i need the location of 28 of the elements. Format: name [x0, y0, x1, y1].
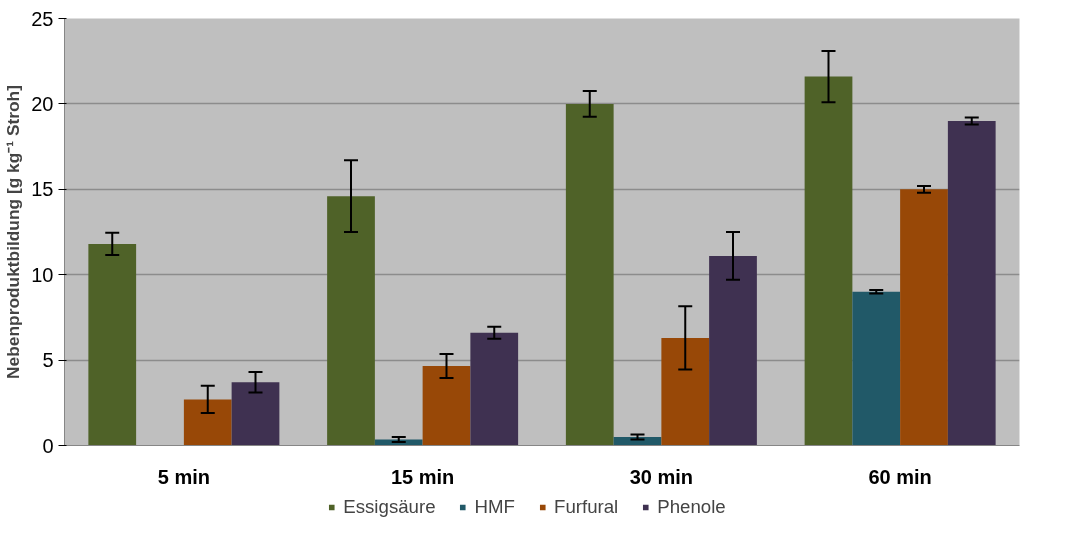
- y-axis-title: Nebenproduktbildung [g kg⁻¹ Stroh]: [3, 85, 24, 379]
- bar: [900, 189, 948, 446]
- legend-label: Essigsäure: [343, 496, 436, 518]
- legend-label: HMF: [474, 496, 515, 518]
- legend-label: Furfural: [553, 496, 619, 518]
- bar: [565, 103, 614, 446]
- y-tick-label: 25: [31, 7, 54, 30]
- x-tick-label: 15 min: [390, 465, 455, 488]
- bar: [88, 243, 137, 446]
- bar: [183, 399, 232, 446]
- bar: [852, 291, 901, 446]
- x-tick-label: 5 min: [157, 465, 211, 488]
- y-tick-label: 15: [31, 178, 54, 201]
- bar: [422, 366, 471, 446]
- bar: [327, 196, 375, 446]
- x-tick-label: 30 min: [629, 465, 694, 488]
- bar: [804, 76, 853, 446]
- y-tick-label: 20: [31, 92, 54, 115]
- bar: [231, 382, 280, 446]
- y-tick-label: 5: [42, 349, 54, 372]
- bar: [661, 337, 710, 446]
- legend-label: Phenole: [657, 496, 726, 518]
- bar: [470, 332, 519, 446]
- x-tick-label: 60 min: [868, 465, 932, 488]
- bar: [947, 120, 996, 446]
- bar: [709, 255, 757, 446]
- y-tick-label: 0: [42, 434, 54, 457]
- y-tick-label: 10: [31, 263, 54, 286]
